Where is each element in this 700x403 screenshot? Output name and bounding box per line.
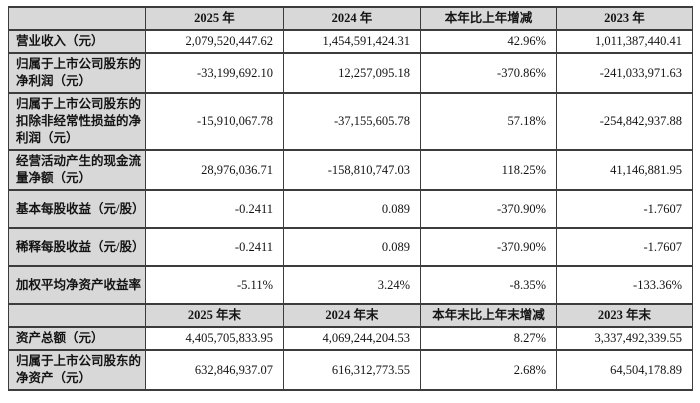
table-row-net-assets: 归属于上市公司股东的净资产（元） 632,846,937.07 616,312,… <box>8 349 693 391</box>
row-label: 稀释每股收益（元/股） <box>8 227 146 267</box>
table-row-revenue: 营业收入（元） 2,079,520,447.62 1,454,591,424.3… <box>8 29 693 54</box>
column-header-yearend-change: 本年末比上年末增减 <box>420 303 557 328</box>
cell-2023: -1.7607 <box>556 189 693 229</box>
cell-2024-end: 4,069,244,204.53 <box>283 326 421 351</box>
cell-2025: 28,976,036.71 <box>145 149 284 191</box>
corner-cell <box>8 6 146 31</box>
cell-2025-end: 4,405,705,833.95 <box>145 326 284 351</box>
cell-2024-end: 616,312,773.55 <box>283 349 421 391</box>
cell-2024: 0.089 <box>283 227 421 267</box>
cell-2023: 41,146,881.95 <box>556 149 693 191</box>
cell-yoy-change: 118.25% <box>420 149 557 191</box>
yearend-header-row: 2025 年末 2024 年末 本年末比上年末增减 2023 年末 <box>8 303 693 328</box>
column-header-2025: 2025 年 <box>145 6 284 31</box>
cell-2025: -33,199,692.10 <box>145 52 284 94</box>
corner-cell <box>8 303 146 328</box>
cell-2023: -241,033,971.63 <box>556 52 693 94</box>
period-header-row: 2025 年 2024 年 本年比上年增减 2023 年 <box>8 6 693 31</box>
table-row-total-assets: 资产总额（元） 4,405,705,833.95 4,069,244,204.5… <box>8 326 693 351</box>
cell-2024: -158,810,747.03 <box>283 149 421 191</box>
financial-summary-table-container: 2025 年 2024 年 本年比上年增减 2023 年 营业收入（元） 2,0… <box>8 6 693 391</box>
table-row-basic-eps: 基本每股收益（元/股） -0.2411 0.089 -370.90% -1.76… <box>8 189 693 229</box>
row-label: 基本每股收益（元/股） <box>8 189 146 229</box>
cell-2025: 2,079,520,447.62 <box>145 29 284 54</box>
table-row-net-profit: 归属于上市公司股东的净利润（元） -33,199,692.10 12,257,0… <box>8 52 693 94</box>
cell-2023: -133.36% <box>556 265 693 305</box>
column-header-2024: 2024 年 <box>283 6 421 31</box>
cell-2025-end: 632,846,937.07 <box>145 349 284 391</box>
cell-2025: -5.11% <box>145 265 284 305</box>
cell-2024: 12,257,095.18 <box>283 52 421 94</box>
row-label: 归属于上市公司股东的扣除非经常性损益的净利润（元） <box>8 92 146 151</box>
row-label: 归属于上市公司股东的净利润（元） <box>8 52 146 94</box>
column-header-2025-end: 2025 年末 <box>145 303 284 328</box>
column-header-2023-end: 2023 年末 <box>556 303 693 328</box>
cell-2025: -0.2411 <box>145 227 284 267</box>
cell-2025: -0.2411 <box>145 189 284 229</box>
financial-summary-table: 2025 年 2024 年 本年比上年增减 2023 年 营业收入（元） 2,0… <box>8 6 693 391</box>
cell-2024: 0.089 <box>283 189 421 229</box>
cell-yoy-change: -8.35% <box>420 265 557 305</box>
cell-2024: 1,454,591,424.31 <box>283 29 421 54</box>
cell-yoy-change: 57.18% <box>420 92 557 151</box>
row-label: 营业收入（元） <box>8 29 146 54</box>
row-label: 资产总额（元） <box>8 326 146 351</box>
cell-yearend-change: 2.68% <box>420 349 557 391</box>
row-label: 归属于上市公司股东的净资产（元） <box>8 349 146 391</box>
cell-yearend-change: 8.27% <box>420 326 557 351</box>
column-header-2024-end: 2024 年末 <box>283 303 421 328</box>
cell-yoy-change: -370.90% <box>420 189 557 229</box>
cell-2024: -37,155,605.78 <box>283 92 421 151</box>
column-header-yoy-change: 本年比上年增减 <box>420 6 557 31</box>
cell-2023: 1,011,387,440.41 <box>556 29 693 54</box>
row-label: 加权平均净资产收益率 <box>8 265 146 305</box>
column-header-2023: 2023 年 <box>556 6 693 31</box>
cell-yoy-change: -370.86% <box>420 52 557 94</box>
cell-yoy-change: -370.90% <box>420 227 557 267</box>
cell-2023-end: 3,337,492,339.55 <box>556 326 693 351</box>
table-row-weighted-avg-roe: 加权平均净资产收益率 -5.11% 3.24% -8.35% -133.36% <box>8 265 693 305</box>
table-row-operating-cash-flow: 经营活动产生的现金流量净额（元） 28,976,036.71 -158,810,… <box>8 149 693 191</box>
cell-yoy-change: 42.96% <box>420 29 557 54</box>
cell-2024: 3.24% <box>283 265 421 305</box>
row-label: 经营活动产生的现金流量净额（元） <box>8 149 146 191</box>
cell-2023: -254,842,937.88 <box>556 92 693 151</box>
cell-2023-end: 64,504,178.89 <box>556 349 693 391</box>
table-row-diluted-eps: 稀释每股收益（元/股） -0.2411 0.089 -370.90% -1.76… <box>8 227 693 267</box>
cell-2025: -15,910,067.78 <box>145 92 284 151</box>
table-row-deducted-net-profit: 归属于上市公司股东的扣除非经常性损益的净利润（元） -15,910,067.78… <box>8 92 693 151</box>
cell-2023: -1.7607 <box>556 227 693 267</box>
